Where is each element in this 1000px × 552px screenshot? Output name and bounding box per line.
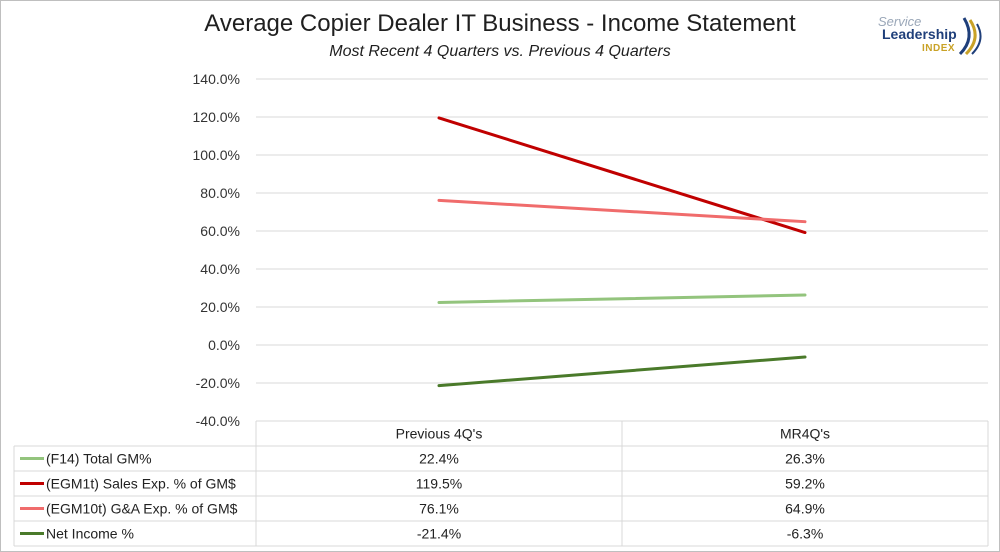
y-tick-label: 120.0% xyxy=(193,109,240,125)
logo-line-3: INDEX xyxy=(922,43,956,54)
series-name: (EGM10t) G&A Exp. % of GM$ xyxy=(46,501,238,517)
data-value: 76.1% xyxy=(419,501,459,517)
y-axis-ticks: 140.0% 120.0% 100.0% 80.0% 60.0% 40.0% 20.0% 0.… xyxy=(193,71,240,429)
data-value: -21.4% xyxy=(417,526,461,542)
logo-line-2: Leadership xyxy=(882,26,957,42)
data-value: 64.9% xyxy=(785,501,825,517)
series-lines xyxy=(437,116,807,388)
data-value: 59.2% xyxy=(785,476,825,492)
category-label: Previous 4Q's xyxy=(396,426,483,442)
y-tick-label: 140.0% xyxy=(193,71,240,87)
logo-line-1: Service xyxy=(878,14,922,29)
chart-title: Average Copier Dealer IT Business - Inco… xyxy=(204,10,796,37)
y-tick-label: 100.0% xyxy=(193,147,240,163)
y-tick-label: -40.0% xyxy=(196,413,240,429)
y-tick-label: -20.0% xyxy=(196,375,240,391)
series-name: (F14) Total GM% xyxy=(46,451,152,467)
data-value: -6.3% xyxy=(787,526,824,542)
series-line xyxy=(437,198,807,224)
series-line xyxy=(437,293,807,304)
series-line xyxy=(437,116,807,235)
service-leadership-logo: Service Leadership INDEX xyxy=(868,14,986,60)
data-table: Previous 4Q's MR4Q's (F14) Total GM% 22.4% 2… xyxy=(13,420,989,547)
series-line xyxy=(437,355,807,388)
category-label: MR4Q's xyxy=(780,426,830,442)
data-value: 26.3% xyxy=(785,451,825,467)
y-tick-label: 80.0% xyxy=(200,185,240,201)
series-name: (EGM1t) Sales Exp. % of GM$ xyxy=(46,476,236,492)
logo-swoosh-icon xyxy=(958,17,982,56)
y-tick-label: 60.0% xyxy=(200,223,240,239)
chart-subtitle: Most Recent 4 Quarters vs. Previous 4 Qu… xyxy=(329,43,671,60)
y-tick-label: 40.0% xyxy=(200,261,240,277)
gridlines xyxy=(256,78,988,422)
y-tick-label: 0.0% xyxy=(208,337,240,353)
y-tick-label: 20.0% xyxy=(200,299,240,315)
data-value: 22.4% xyxy=(419,451,459,467)
series-name: Net Income % xyxy=(46,526,134,542)
data-value: 119.5% xyxy=(416,476,462,492)
